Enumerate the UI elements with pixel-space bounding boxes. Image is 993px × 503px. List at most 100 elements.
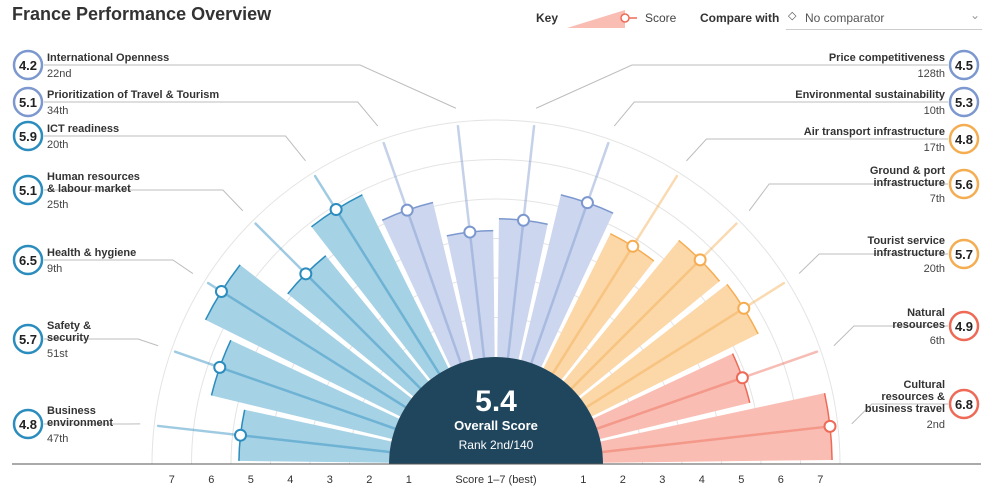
pillar-wedge (211, 340, 400, 439)
score-marker[interactable] (823, 419, 837, 433)
score-badge (948, 86, 980, 118)
score-badge-value: 5.1 (19, 183, 37, 198)
label-leader (44, 135, 306, 162)
score-badge-value: 5.9 (19, 129, 37, 144)
pillar-name: Price competitiveness (829, 52, 945, 64)
score-marker[interactable] (329, 203, 343, 217)
pillar-rank: 51st (47, 348, 68, 360)
tick-label: 7 (817, 474, 823, 486)
score-badge (948, 310, 980, 342)
pillar-label[interactable]: 5.1 Human resources& labour market 25th (12, 171, 140, 211)
label-leader (44, 64, 457, 109)
comparator-select[interactable]: ◇ No comparator ⌄ (786, 6, 982, 30)
pillar-name: environment (47, 417, 113, 429)
pillar-name: Human resources (47, 171, 140, 183)
pillar-distribution (601, 424, 836, 454)
overall-score-label: Overall Score (454, 418, 538, 433)
pillar-label[interactable]: 5.1 Prioritization of Travel & Tourism 34t… (12, 86, 219, 118)
pillar-wedge (563, 240, 720, 397)
score-badge-value: 5.1 (19, 95, 37, 110)
pillar-distribution (456, 124, 486, 359)
score-badge-value: 4.5 (955, 58, 973, 73)
score-marker[interactable] (299, 267, 313, 281)
overall-score-center: 5.4 Overall Score Rank 2nd/140 (389, 357, 603, 464)
score-badge-value: 5.3 (955, 95, 973, 110)
pillar-rank: 128th (917, 68, 945, 80)
pillar-name: Environmental sustainability (795, 89, 946, 101)
pillar-rank: 25th (47, 199, 68, 211)
pillar-name: infrastructure (873, 247, 945, 259)
pillar-wedge (287, 255, 429, 397)
pillar-rank: 47th (47, 433, 68, 445)
overall-score-disc (389, 357, 603, 464)
pillar-wedge (600, 393, 833, 463)
score-badge-value: 6.5 (19, 253, 37, 268)
score-marker[interactable] (234, 428, 248, 442)
page-title: France Performance Overview (12, 4, 272, 24)
pillar-name: Cultural (903, 379, 945, 391)
score-marker[interactable] (693, 253, 707, 267)
score-marker[interactable] (516, 213, 530, 227)
score-badge-value: 4.9 (955, 319, 973, 334)
compare-with-label: Compare with (700, 11, 780, 25)
tick-label: 3 (327, 474, 333, 486)
pillar-wedge (521, 194, 614, 368)
score-badge (12, 323, 44, 355)
pillar-distribution (585, 281, 786, 409)
score-marker[interactable] (463, 225, 477, 239)
label-leader (686, 138, 948, 162)
score-marker[interactable] (737, 301, 751, 315)
tick-label: 1 (406, 474, 412, 486)
score-markers (156, 124, 837, 454)
chevron-down-icon: ⌄ (969, 8, 980, 22)
score-marker[interactable] (735, 371, 749, 385)
pillar-distribution (595, 350, 819, 430)
score-marker[interactable] (213, 360, 227, 374)
score-badge (12, 244, 44, 276)
pillar-label[interactable]: 5.9 ICT readiness 20th (12, 120, 119, 152)
pillar-name: Natural (907, 307, 945, 319)
pillar-rank: 22nd (47, 68, 71, 80)
score-badge (948, 388, 980, 420)
score-marker[interactable] (580, 196, 594, 210)
key-score-marker (620, 13, 630, 23)
tick-label: 2 (620, 474, 626, 486)
pillar-distribution (382, 141, 462, 365)
pillar-rank: 6th (930, 335, 945, 347)
score-badge (12, 120, 44, 152)
pillar-label[interactable]: 5.3 Environmental sustainability 10th (795, 86, 980, 118)
pillar-rank: 10th (924, 105, 945, 117)
pillar-name: ICT readiness (47, 123, 119, 135)
key-label: Key (536, 11, 559, 25)
pillar-distribution (254, 222, 422, 390)
pillar-label[interactable]: 4.2 International Openness 22nd (12, 49, 169, 81)
pillar-distribution (551, 174, 679, 375)
score-badge-value: 4.2 (19, 58, 37, 73)
pillar-wedge (446, 230, 495, 360)
pillar-distribution (530, 141, 610, 365)
score-badge-value: 5.7 (955, 247, 973, 262)
pillar-wedge (382, 202, 471, 368)
pillar-label[interactable]: 5.7 Safety &security 51st (12, 320, 91, 360)
pillar-wedge (311, 194, 449, 380)
tick-label: 4 (699, 474, 705, 486)
score-marker[interactable] (400, 203, 414, 217)
score-badge (948, 49, 980, 81)
score-marker[interactable] (214, 284, 228, 298)
pillar-rank: 2nd (927, 419, 945, 431)
label-leaders (44, 64, 948, 425)
label-leader (44, 338, 159, 347)
pillar-label[interactable]: 4.5 Price competitiveness 128th (829, 49, 980, 81)
pillar-rank: 9th (47, 263, 62, 275)
pillar-label[interactable]: 4.8 Air transport infrastructure 17th (804, 123, 980, 155)
pillar-label[interactable]: 6.5 Health & hygiene 9th (12, 244, 136, 276)
score-badge (12, 86, 44, 118)
score-marker[interactable] (626, 239, 640, 253)
pillar-name: business travel (865, 403, 945, 415)
